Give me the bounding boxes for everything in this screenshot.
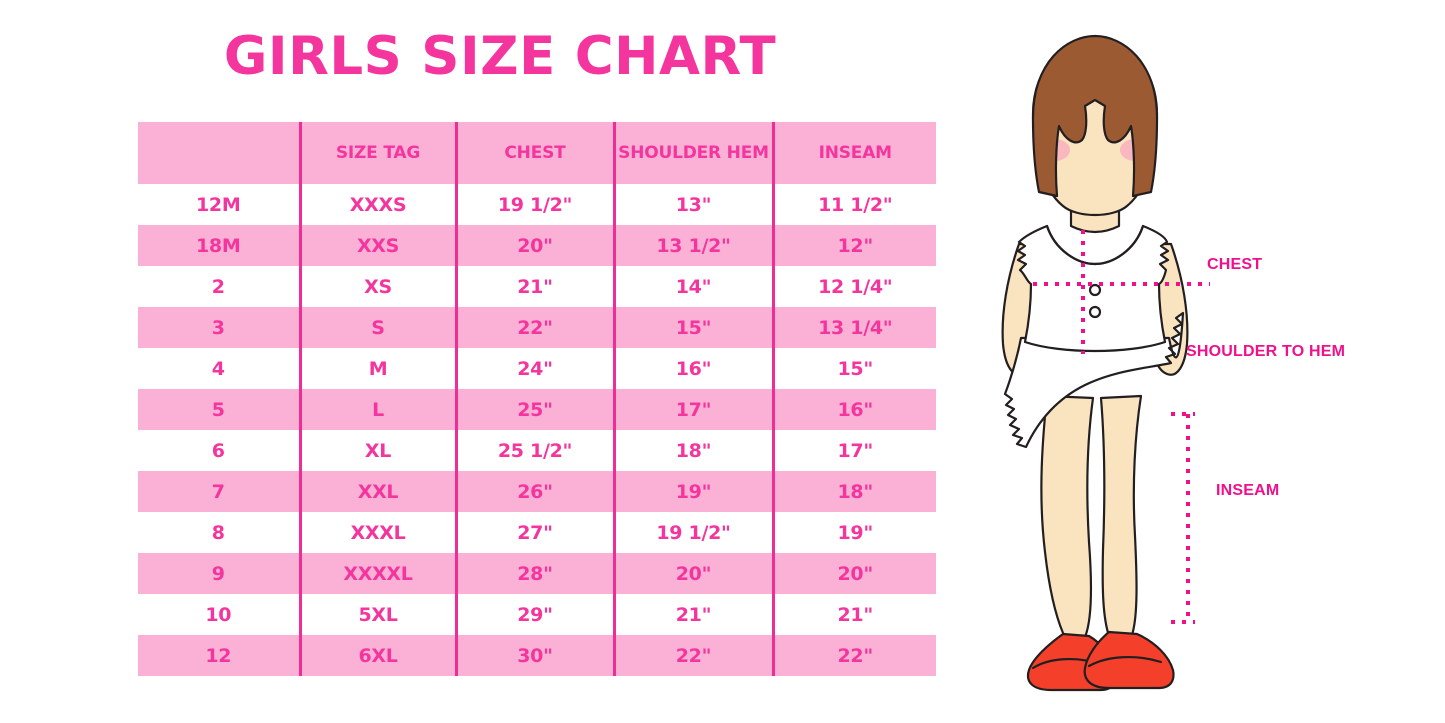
cell-shoulder-hem: 18" — [612, 430, 773, 471]
cell-size: 3 — [138, 307, 300, 348]
table-row: 2 XS 21" 14" 12 1/4" — [138, 266, 936, 307]
cell-size-tag: XXXXL — [298, 553, 456, 594]
table-row: 9 XXXXL 28" 20" 20" — [138, 553, 936, 594]
cell-shoulder-hem: 17" — [612, 389, 773, 430]
cell-size-tag: M — [298, 348, 456, 389]
size-chart-table-container: SIZE TAG CHEST SHOULDER HEM INSEAM 12M X… — [138, 122, 936, 678]
table-row: 8 XXXL 27" 19 1/2" 19" — [138, 512, 936, 553]
column-header-chest: CHEST — [454, 122, 614, 184]
cell-chest: 26" — [454, 471, 614, 512]
cell-size-tag: XL — [298, 430, 456, 471]
neckline-shape — [1045, 224, 1145, 266]
cell-shoulder-hem: 13 1/2" — [612, 225, 773, 266]
cell-inseam: 18" — [771, 471, 936, 512]
cell-size: 10 — [138, 594, 300, 635]
cell-shoulder-hem: 22" — [612, 635, 773, 676]
cell-shoulder-hem: 14" — [612, 266, 773, 307]
page-title: GIRLS SIZE CHART — [223, 26, 777, 87]
table-row: 7 XXL 26" 19" 18" — [138, 471, 936, 512]
cell-chest: 19 1/2" — [454, 184, 614, 225]
button-bottom — [1088, 305, 1102, 319]
cell-size: 5 — [138, 389, 300, 430]
cell-shoulder-hem: 19 1/2" — [612, 512, 773, 553]
measurement-label-chest: CHEST — [1207, 256, 1263, 273]
cell-inseam: 21" — [771, 594, 936, 635]
cell-shoulder-hem: 13" — [612, 184, 773, 225]
table-row: 4 M 24" 16" 15" — [138, 348, 936, 389]
cell-chest: 30" — [454, 635, 614, 676]
cell-size-tag: XS — [298, 266, 456, 307]
column-header-size — [138, 122, 300, 184]
table-row: 12 6XL 30" 22" 22" — [138, 635, 936, 676]
cell-size-tag: XXXS — [298, 184, 456, 225]
table-row: 5 L 25" 17" 16" — [138, 389, 936, 430]
cell-chest: 25 1/2" — [454, 430, 614, 471]
cell-size-tag: 5XL — [298, 594, 456, 635]
measurement-label-inseam: INSEAM — [1216, 482, 1280, 499]
shoes-shape — [1026, 630, 1175, 692]
cell-shoulder-hem: 21" — [612, 594, 773, 635]
hair-shape — [1031, 34, 1159, 198]
cell-size: 12 — [138, 635, 300, 676]
table-row: 10 5XL 29" 21" 21" — [138, 594, 936, 635]
cell-shoulder-hem: 20" — [612, 553, 773, 594]
table-row: 6 XL 25 1/2" 18" 17" — [138, 430, 936, 471]
cell-size: 18M — [138, 225, 300, 266]
column-header-shoulder-hem: SHOULDER HEM — [612, 122, 773, 184]
cell-shoulder-hem: 15" — [612, 307, 773, 348]
legs-shape — [1040, 394, 1143, 648]
cell-chest: 24" — [454, 348, 614, 389]
girl-figure-illustration — [975, 22, 1445, 702]
table-row: 3 S 22" 15" 13 1/4" — [138, 307, 936, 348]
cell-size-tag: XXS — [298, 225, 456, 266]
cell-inseam: 17" — [771, 430, 936, 471]
cell-chest: 28" — [454, 553, 614, 594]
cell-inseam: 13 1/4" — [771, 307, 936, 348]
cell-inseam: 20" — [771, 553, 936, 594]
cell-size: 7 — [138, 471, 300, 512]
column-header-size-tag: SIZE TAG — [298, 122, 456, 184]
cell-size: 4 — [138, 348, 300, 389]
cell-inseam: 19" — [771, 512, 936, 553]
cell-size: 12M — [138, 184, 300, 225]
cell-size: 9 — [138, 553, 300, 594]
cell-size-tag: L — [298, 389, 456, 430]
cell-chest: 27" — [454, 512, 614, 553]
cell-shoulder-hem: 16" — [612, 348, 773, 389]
cell-chest: 29" — [454, 594, 614, 635]
cell-size: 6 — [138, 430, 300, 471]
cell-size-tag: XXL — [298, 471, 456, 512]
measurement-guides — [1033, 230, 1210, 624]
cell-inseam: 12 1/4" — [771, 266, 936, 307]
cell-chest: 21" — [454, 266, 614, 307]
size-chart-table: SIZE TAG CHEST SHOULDER HEM INSEAM 12M X… — [138, 122, 936, 676]
table-body: 12M XXXS 19 1/2" 13" 11 1/2" 18M XXS 20"… — [138, 184, 936, 676]
cell-size-tag: XXXL — [298, 512, 456, 553]
cell-inseam: 12" — [771, 225, 936, 266]
cell-size: 2 — [138, 266, 300, 307]
table-header-row: SIZE TAG CHEST SHOULDER HEM INSEAM — [138, 122, 936, 184]
table-row: 18M XXS 20" 13 1/2" 12" — [138, 225, 936, 266]
table-header: SIZE TAG CHEST SHOULDER HEM INSEAM — [138, 122, 936, 184]
cell-chest: 22" — [454, 307, 614, 348]
cell-inseam: 16" — [771, 389, 936, 430]
cell-size-tag: 6XL — [298, 635, 456, 676]
button-top — [1088, 283, 1102, 297]
cell-shoulder-hem: 19" — [612, 471, 773, 512]
cell-chest: 25" — [454, 389, 614, 430]
column-header-inseam: INSEAM — [771, 122, 936, 184]
cell-size-tag: S — [298, 307, 456, 348]
table-row: 12M XXXS 19 1/2" 13" 11 1/2" — [138, 184, 936, 225]
cell-chest: 20" — [454, 225, 614, 266]
cell-inseam: 11 1/2" — [771, 184, 936, 225]
cell-size: 8 — [138, 512, 300, 553]
measurement-label-shoulder-to-hem: SHOULDER TO HEM — [1186, 343, 1346, 360]
cell-inseam: 15" — [771, 348, 936, 389]
cell-inseam: 22" — [771, 635, 936, 676]
girl-figure-svg — [1001, 34, 1210, 692]
